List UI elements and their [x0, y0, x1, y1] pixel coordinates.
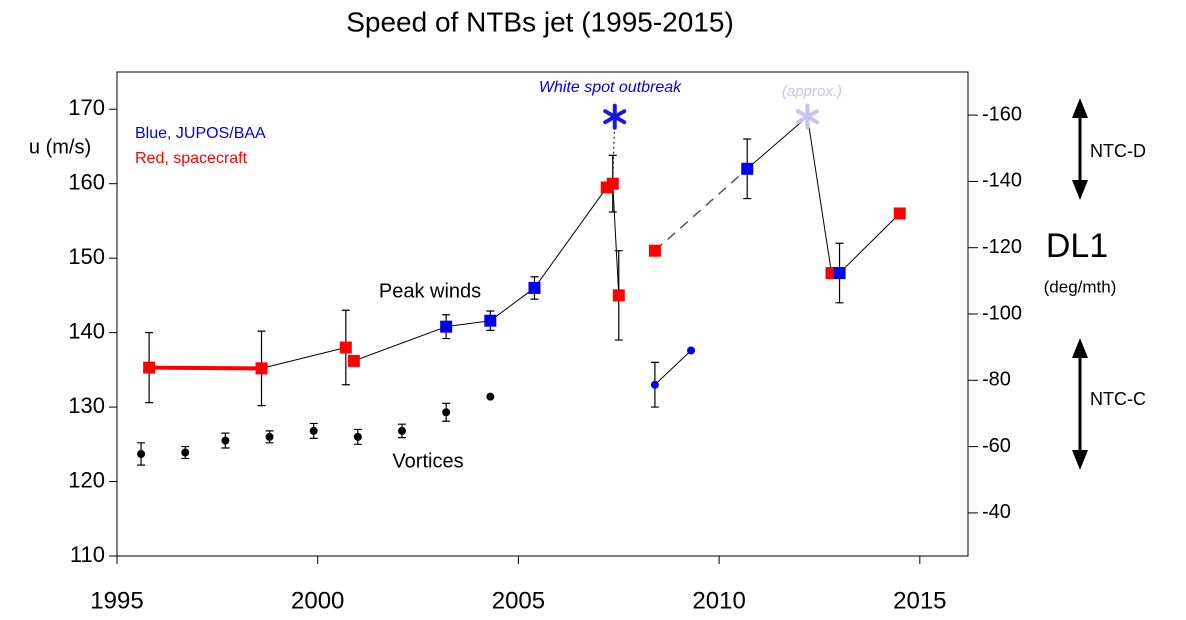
y2-tick-label: -80	[982, 369, 1011, 391]
x-tick-label: 2000	[291, 587, 344, 614]
annotation-ntcc: NTC-C	[1090, 389, 1146, 409]
connector	[446, 320, 491, 328]
connector	[654, 168, 748, 252]
x-tick-label: 2005	[492, 587, 545, 614]
marker	[486, 392, 495, 401]
annotation-approx: (approx.)	[782, 83, 842, 100]
marker	[255, 362, 268, 375]
annotation-outbreak: White spot outbreak	[539, 79, 682, 96]
marker	[181, 448, 190, 457]
marker	[339, 341, 352, 354]
connector	[746, 116, 808, 170]
y-tick-label: 170	[68, 95, 105, 120]
connector	[490, 287, 535, 322]
connector	[353, 326, 447, 362]
connector	[612, 183, 620, 296]
y-tick-label: 110	[70, 542, 105, 567]
arrow-ntcc	[1072, 338, 1088, 470]
marker	[221, 436, 230, 445]
marker	[143, 361, 156, 374]
marker	[484, 314, 497, 327]
y2-axis-label: DL1	[1046, 227, 1108, 265]
marker	[741, 162, 754, 175]
y2-tick-label: -40	[982, 501, 1011, 523]
annotation-peak: Peak winds	[379, 280, 481, 302]
marker	[606, 177, 619, 190]
marker	[650, 380, 659, 389]
marker	[442, 408, 451, 417]
connector	[654, 350, 692, 386]
marker	[353, 432, 362, 441]
x-tick-label: 1995	[90, 587, 143, 614]
marker	[528, 281, 541, 294]
y2-tick-label: -100	[982, 302, 1022, 324]
y2-axis-sublabel: (deg/mth)	[1044, 277, 1117, 296]
y-tick-label: 150	[68, 244, 105, 269]
marker	[687, 346, 696, 355]
star-marker	[795, 103, 819, 130]
annotation-vortices: Vortices	[392, 450, 463, 472]
y-tick-label: 140	[68, 318, 105, 343]
chart-title: Speed of NTBs jet (1995-2015)	[346, 6, 734, 37]
y-tick-label: 160	[68, 170, 105, 195]
x-tick-label: 2010	[692, 587, 745, 614]
marker	[137, 449, 146, 458]
marker	[347, 354, 360, 367]
marker	[833, 267, 846, 280]
legend-red: Red, spacecraft	[135, 150, 248, 167]
marker	[265, 432, 274, 441]
y2-tick-label: -120	[982, 236, 1022, 258]
marker	[893, 207, 906, 220]
y-tick-label: 130	[68, 393, 105, 418]
marker	[398, 426, 407, 435]
connector	[534, 187, 608, 289]
legend-blue: Blue, JUPOS/BAA	[135, 125, 266, 142]
y2-tick-label: -160	[982, 103, 1022, 125]
annotation-ntcd: NTC-D	[1090, 141, 1146, 161]
connector	[149, 365, 262, 371]
y2-tick-label: -140	[982, 170, 1022, 192]
connector	[806, 116, 833, 274]
y2-tick-label: -60	[982, 435, 1011, 457]
x-tick-label: 2015	[893, 587, 946, 614]
y-axis-label: u (m/s)	[29, 136, 91, 158]
marker	[440, 320, 453, 333]
plot-frame	[116, 71, 969, 557]
y-tick-label: 120	[68, 467, 105, 492]
marker	[612, 289, 625, 302]
connector	[261, 347, 346, 369]
marker	[648, 244, 661, 257]
marker	[309, 426, 318, 435]
arrow-ntcd	[1072, 98, 1088, 200]
star-marker	[603, 103, 627, 130]
connector	[839, 213, 901, 274]
